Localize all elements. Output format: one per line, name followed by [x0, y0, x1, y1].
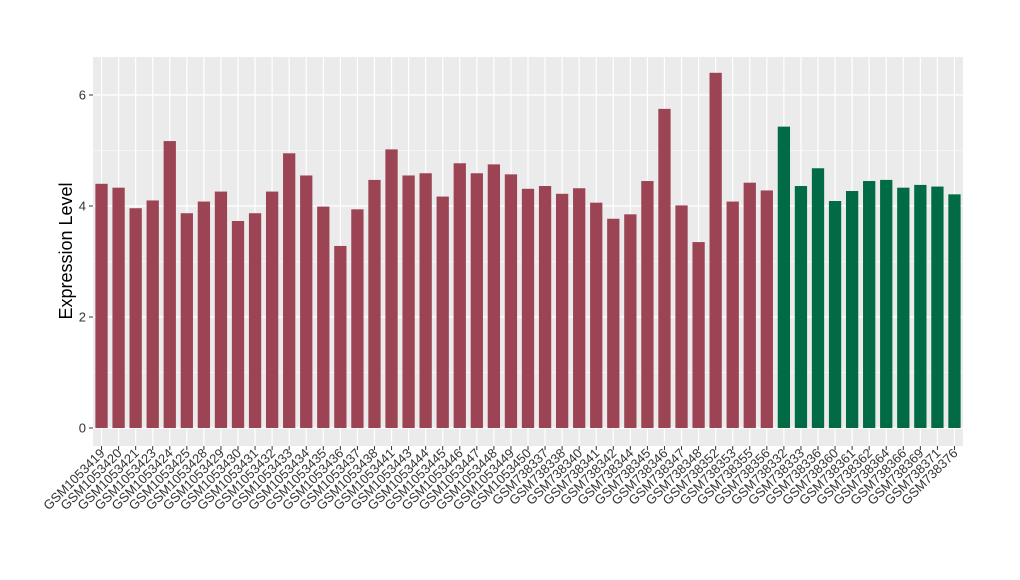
bar — [914, 184, 927, 428]
bar — [146, 200, 159, 428]
bar — [197, 201, 211, 428]
bar — [573, 188, 586, 428]
bar — [385, 149, 398, 428]
bar — [231, 220, 245, 428]
bar — [112, 187, 125, 428]
y-axis: 0 2 4 6 — [79, 88, 93, 436]
bar — [794, 186, 808, 428]
bar — [555, 193, 569, 428]
bar — [334, 245, 347, 428]
bar — [590, 202, 603, 428]
bar — [777, 126, 791, 428]
bar — [863, 181, 876, 428]
bar — [487, 164, 501, 428]
bars — [95, 72, 961, 429]
bar — [402, 175, 415, 428]
bar — [419, 173, 432, 428]
bar — [760, 190, 773, 428]
bar — [163, 141, 176, 428]
bar — [743, 182, 756, 428]
bar — [317, 206, 330, 428]
y-tick-label: 2 — [79, 310, 86, 325]
bar — [436, 196, 449, 428]
bar — [948, 194, 961, 428]
bar — [368, 179, 381, 428]
bar — [283, 153, 296, 428]
bar — [726, 201, 739, 428]
bar — [845, 191, 859, 428]
bar — [828, 201, 842, 428]
bar — [504, 174, 518, 428]
bar — [931, 186, 944, 428]
y-tick-label: 4 — [79, 199, 86, 214]
bar — [351, 209, 364, 428]
bar — [453, 163, 466, 428]
bar — [675, 205, 688, 428]
bar — [624, 214, 637, 428]
bar — [95, 183, 108, 428]
bar — [607, 218, 620, 428]
bar — [709, 72, 722, 429]
bar — [811, 168, 825, 428]
y-axis-title: Expression Level — [56, 182, 76, 319]
bar — [129, 208, 142, 428]
y-tick-label: 0 — [79, 421, 86, 436]
bar — [880, 179, 893, 428]
bar — [658, 108, 671, 428]
bar — [214, 191, 228, 428]
bar — [300, 175, 313, 428]
bar — [641, 181, 654, 428]
bar — [692, 242, 705, 428]
bar — [180, 213, 193, 428]
y-tick-label: 6 — [79, 88, 86, 103]
bar — [248, 213, 262, 428]
bar — [265, 191, 279, 428]
bar — [538, 186, 552, 428]
bar — [897, 187, 910, 428]
bar — [470, 173, 483, 428]
x-axis: GSM1053419GSM1053420GSM1053421GSM1053423… — [40, 446, 960, 513]
bar — [521, 188, 535, 428]
